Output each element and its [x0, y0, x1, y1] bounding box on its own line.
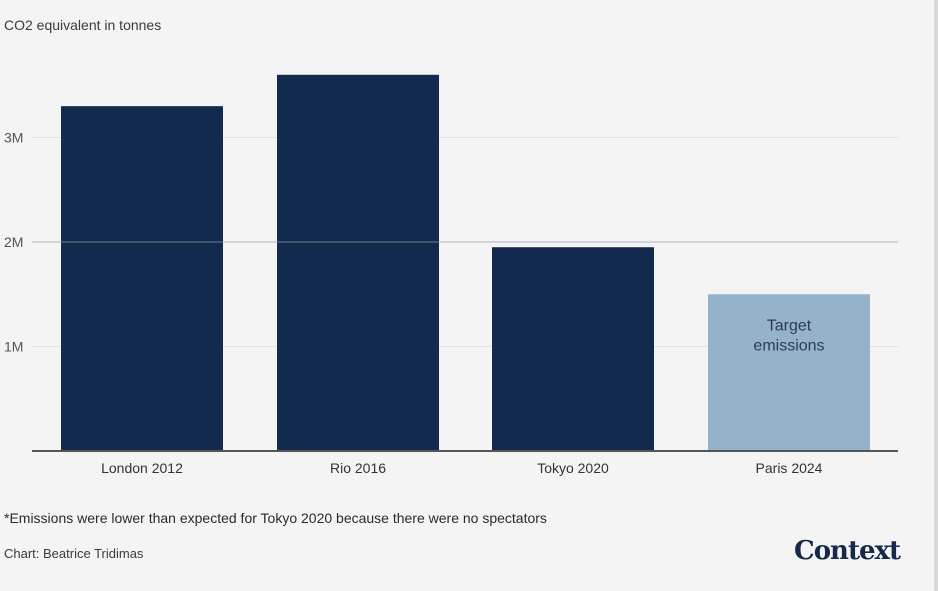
bar-london-2012 [61, 106, 223, 452]
frame-border [934, 0, 938, 591]
bar-paris-2024 [708, 294, 870, 451]
x-category-label: Rio 2016 [330, 460, 386, 476]
x-category-label: London 2012 [101, 460, 183, 476]
x-category-label: Paris 2024 [756, 460, 823, 476]
y-tick-label: 3M [4, 130, 23, 146]
context-logo: Context [794, 536, 901, 566]
y-tick-label: 1M [4, 339, 23, 355]
bar-annotation: Target emissions [753, 317, 824, 354]
bar-chart: 1M 2M 3M London 2012 Rio 2016 Tokyo 2020 Paris… [4, 74, 898, 476]
bar-tokyo-2020 [492, 247, 654, 451]
bar-rio-2016 [277, 74, 439, 452]
y-axis-unit-label: CO2 equivalent in tonnes [4, 17, 162, 33]
chart-credit: Chart: Beatrice Tridimas [4, 546, 144, 561]
chart-footnote: *Emissions were lower than expected for … [4, 510, 547, 526]
y-tick-label: 2M [4, 234, 23, 250]
x-category-label: Tokyo 2020 [537, 460, 609, 476]
